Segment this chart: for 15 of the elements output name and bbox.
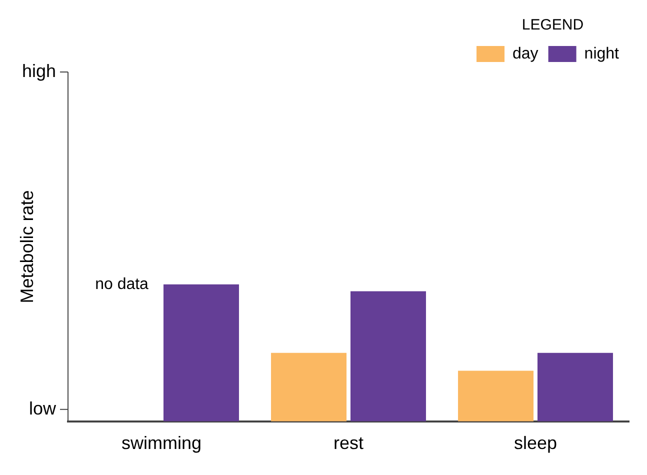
x-tick-label: swimming [121, 433, 202, 454]
y-axis-title: Metabolic rate [16, 190, 37, 304]
x-tick-label: rest [333, 433, 364, 454]
text: low [28, 398, 57, 418]
bar [458, 370, 534, 422]
x-tick-label: sleep [514, 433, 558, 454]
bar [537, 352, 613, 422]
legend-label: night [584, 45, 620, 62]
bar [350, 291, 426, 422]
annotation: no data [95, 276, 149, 293]
legend-label: day [512, 45, 538, 62]
bar [271, 352, 347, 422]
legend-title: LEGEND [522, 16, 584, 34]
bar [163, 284, 239, 422]
text: high [22, 60, 56, 81]
